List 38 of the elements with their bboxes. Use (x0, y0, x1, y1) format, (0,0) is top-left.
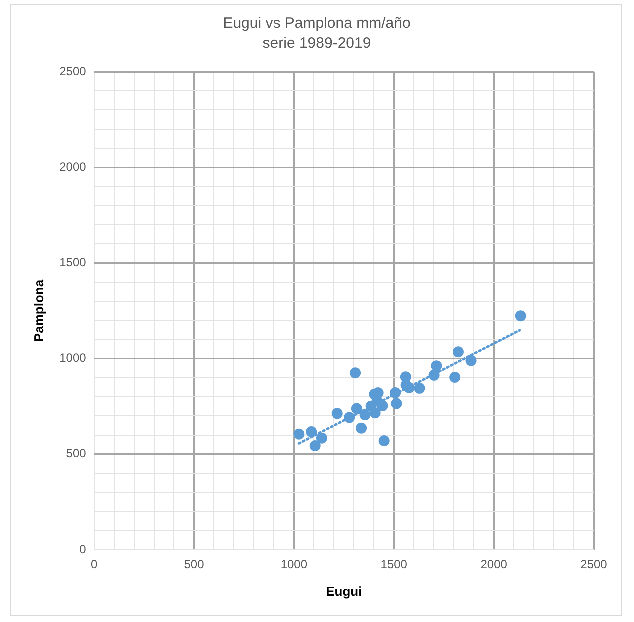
x-tick-label: 1000 (280, 558, 308, 572)
y-tick-label: 500 (66, 446, 87, 461)
y-tick-label: 2500 (60, 64, 87, 78)
y-axis-title: Pamplona (31, 279, 46, 342)
point (370, 408, 381, 419)
y-tick-label: 1500 (60, 256, 87, 270)
point (344, 412, 356, 424)
y-tick-label: 1000 (60, 351, 87, 366)
x-tick-label: 1500 (380, 558, 408, 572)
x-tick-label: 500 (184, 558, 205, 572)
point (377, 400, 388, 412)
y-tick-label: 2000 (60, 160, 87, 174)
x-tick-label: 2000 (480, 558, 508, 572)
point (390, 388, 402, 399)
point (378, 436, 390, 447)
point (310, 440, 321, 452)
point (450, 372, 461, 384)
point (452, 346, 464, 358)
point (351, 403, 362, 414)
x-tick-label: 0 (90, 558, 98, 572)
point (431, 360, 442, 372)
point (294, 428, 305, 440)
y-tick-label: 0 (80, 542, 87, 556)
point (466, 355, 477, 366)
point (391, 398, 402, 410)
point (360, 410, 371, 421)
point (332, 408, 343, 420)
x-tick-label: 2500 (580, 558, 608, 572)
point (356, 422, 368, 434)
chart-title: Eugui vs Pamplona mm/año serie 1989-2019 (222, 14, 412, 54)
point (414, 382, 426, 394)
x-axis-title: Eugui (326, 584, 362, 599)
point (306, 426, 318, 438)
point (428, 370, 440, 381)
point (316, 432, 328, 444)
point (515, 310, 526, 322)
point (350, 368, 362, 379)
point (404, 382, 415, 394)
